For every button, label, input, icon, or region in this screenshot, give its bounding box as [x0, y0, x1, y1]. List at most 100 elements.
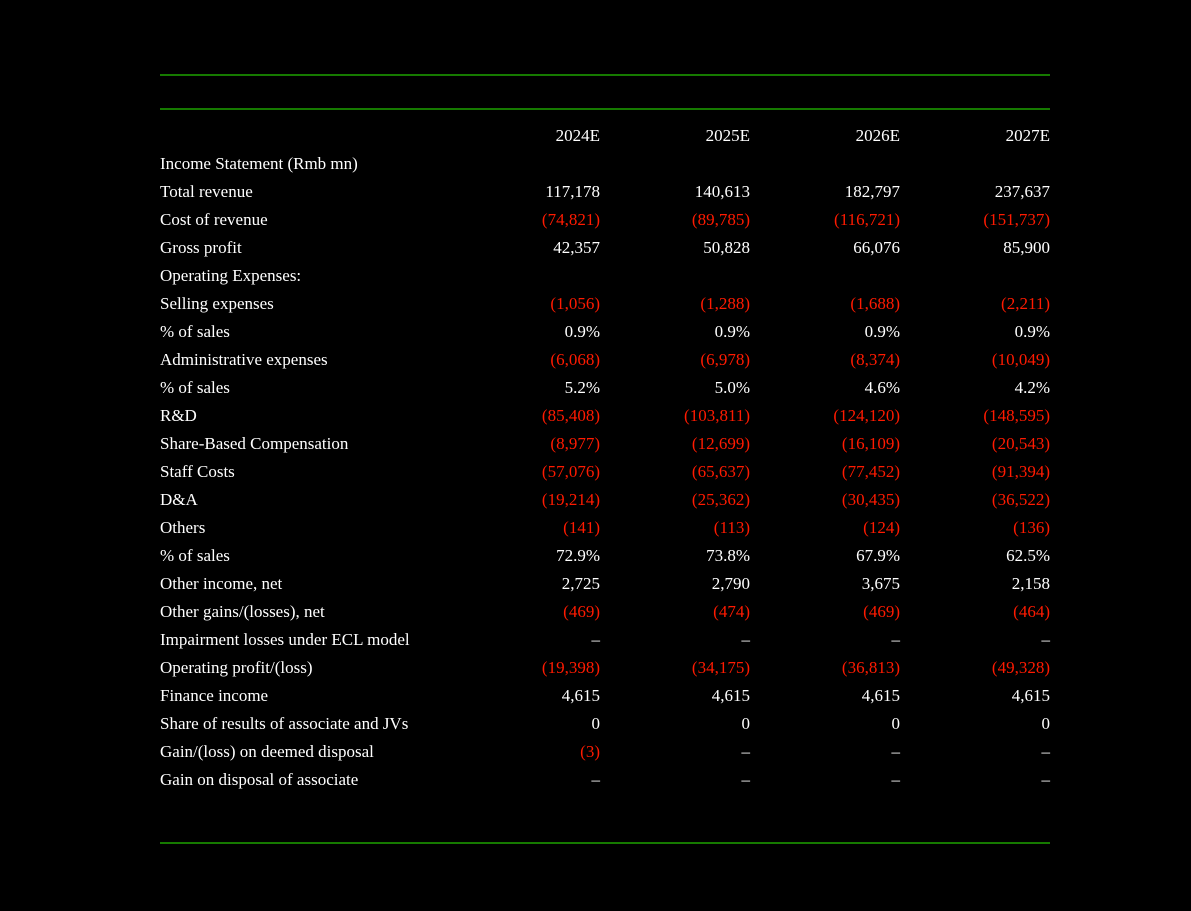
row-label: Impairment losses under ECL model: [160, 622, 450, 650]
cell-value: (19,398): [450, 650, 600, 678]
cell-value: (469): [750, 594, 900, 622]
row-label: Cost of revenue: [160, 202, 450, 230]
cell-value: –: [600, 734, 750, 762]
table-row: Gross profit42,35750,82866,07685,900: [160, 230, 1050, 258]
table-row: Selling expenses(1,056)(1,288)(1,688)(2,…: [160, 286, 1050, 314]
cell-value: 182,797: [750, 174, 900, 202]
row-label: R&D: [160, 398, 450, 426]
cell-value: (1,288): [600, 286, 750, 314]
cell-value: –: [450, 622, 600, 650]
cell-value: [600, 258, 750, 286]
cell-value: 2,725: [450, 566, 600, 594]
cell-value: 0.9%: [750, 314, 900, 342]
row-label: Gross profit: [160, 230, 450, 258]
table-row: Other gains/(losses), net(469)(474)(469)…: [160, 594, 1050, 622]
cell-value: (91,394): [900, 454, 1050, 482]
table-row: Share of results of associate and JVs000…: [160, 706, 1050, 734]
year-header-2: 2026E: [750, 118, 900, 146]
table-row: Operating Expenses:: [160, 258, 1050, 286]
cell-value: (116,721): [750, 202, 900, 230]
cell-value: (113): [600, 510, 750, 538]
cell-value: –: [750, 762, 900, 790]
table-header-row: 2024E2025E2026E2027E: [160, 118, 1050, 146]
cell-value: 66,076: [750, 230, 900, 258]
cell-value: 72.9%: [450, 538, 600, 566]
cell-value: [900, 146, 1050, 174]
cell-value: (124,120): [750, 398, 900, 426]
cell-value: 0.9%: [450, 314, 600, 342]
cell-value: 4,615: [900, 678, 1050, 706]
cell-value: (30,435): [750, 482, 900, 510]
cell-value: 0.9%: [900, 314, 1050, 342]
year-header-3: 2027E: [900, 118, 1050, 146]
cell-value: (1,056): [450, 286, 600, 314]
cell-value: 117,178: [450, 174, 600, 202]
table-row: Others(141)(113)(124)(136): [160, 510, 1050, 538]
row-label: Others: [160, 510, 450, 538]
cell-value: (136): [900, 510, 1050, 538]
cell-value: 2,790: [600, 566, 750, 594]
table-row: Impairment losses under ECL model––––: [160, 622, 1050, 650]
cell-value: (124): [750, 510, 900, 538]
row-label: Finance income: [160, 678, 450, 706]
cell-value: 4.2%: [900, 370, 1050, 398]
row-label: Staff Costs: [160, 454, 450, 482]
cell-value: (148,595): [900, 398, 1050, 426]
cell-value: 73.8%: [600, 538, 750, 566]
cell-value: (89,785): [600, 202, 750, 230]
row-label: Gain/(loss) on deemed disposal: [160, 734, 450, 762]
cell-value: (49,328): [900, 650, 1050, 678]
cell-value: (8,374): [750, 342, 900, 370]
table-row: Cost of revenue(74,821)(89,785)(116,721)…: [160, 202, 1050, 230]
cell-value: (20,543): [900, 426, 1050, 454]
cell-value: (474): [600, 594, 750, 622]
row-label: Operating profit/(loss): [160, 650, 450, 678]
cell-value: [750, 258, 900, 286]
cell-value: (77,452): [750, 454, 900, 482]
cell-value: (6,068): [450, 342, 600, 370]
cell-value: (19,214): [450, 482, 600, 510]
row-label: % of sales: [160, 314, 450, 342]
cell-value: 5.2%: [450, 370, 600, 398]
cell-value: (36,522): [900, 482, 1050, 510]
row-label: Other income, net: [160, 566, 450, 594]
top-rule-2: [160, 108, 1050, 110]
table-row: Other income, net2,7252,7903,6752,158: [160, 566, 1050, 594]
table-row: Finance income4,6154,6154,6154,615: [160, 678, 1050, 706]
row-label: Administrative expenses: [160, 342, 450, 370]
cell-value: 4.6%: [750, 370, 900, 398]
table-row: % of sales5.2%5.0%4.6%4.2%: [160, 370, 1050, 398]
cell-value: –: [900, 622, 1050, 650]
cell-value: 237,637: [900, 174, 1050, 202]
cell-value: (103,811): [600, 398, 750, 426]
cell-value: 3,675: [750, 566, 900, 594]
cell-value: –: [900, 734, 1050, 762]
cell-value: 4,615: [450, 678, 600, 706]
cell-value: (85,408): [450, 398, 600, 426]
cell-value: –: [750, 734, 900, 762]
cell-value: 4,615: [750, 678, 900, 706]
cell-value: (36,813): [750, 650, 900, 678]
row-label: Gain on disposal of associate: [160, 762, 450, 790]
row-label: Share-Based Compensation: [160, 426, 450, 454]
cell-value: –: [600, 622, 750, 650]
cell-value: –: [900, 762, 1050, 790]
header-blank: [160, 118, 450, 146]
row-label: % of sales: [160, 538, 450, 566]
cell-value: (1,688): [750, 286, 900, 314]
bottom-rule: [160, 842, 1050, 844]
cell-value: 0: [600, 706, 750, 734]
cell-value: 4,615: [600, 678, 750, 706]
cell-value: 0: [900, 706, 1050, 734]
row-label: D&A: [160, 482, 450, 510]
cell-value: (6,978): [600, 342, 750, 370]
cell-value: (141): [450, 510, 600, 538]
table-row: Staff Costs(57,076)(65,637)(77,452)(91,3…: [160, 454, 1050, 482]
cell-value: 50,828: [600, 230, 750, 258]
cell-value: –: [750, 622, 900, 650]
cell-value: (469): [450, 594, 600, 622]
cell-value: [600, 146, 750, 174]
cell-value: (151,737): [900, 202, 1050, 230]
cell-value: (12,699): [600, 426, 750, 454]
table-row: Operating profit/(loss)(19,398)(34,175)(…: [160, 650, 1050, 678]
